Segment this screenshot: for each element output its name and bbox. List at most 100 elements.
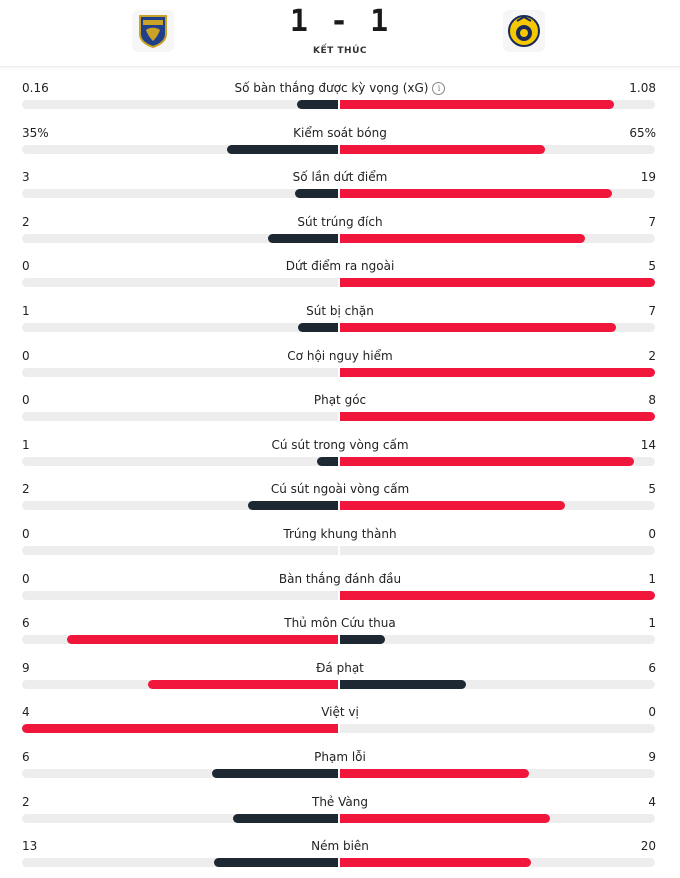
stat-label: Đá phạt	[140, 661, 540, 675]
stat-row: 1 Sút bị chặn 7	[0, 296, 680, 341]
stat-away-track	[340, 412, 655, 422]
stat-away-value: 0	[648, 526, 656, 541]
stat-away-track	[340, 545, 655, 555]
stat-label-text: Bàn thắng đánh đầu	[278, 571, 402, 586]
stat-away-bar	[340, 858, 531, 868]
stat-label: Cú sút ngoài vòng cấm	[140, 482, 540, 496]
stat-away-bar	[340, 501, 565, 511]
stat-away-bar	[340, 813, 550, 823]
stat-home-value: 2	[22, 482, 30, 497]
stat-home-track	[22, 144, 338, 154]
stat-home-track	[22, 768, 338, 778]
stat-away-bar	[340, 367, 655, 377]
stat-away-bar	[340, 456, 634, 466]
stat-away-value: 14	[640, 437, 656, 452]
away-team-logo[interactable]	[503, 10, 545, 52]
home-team-logo[interactable]	[132, 10, 174, 52]
stat-away-track	[340, 679, 655, 689]
stat-home-track	[22, 501, 338, 511]
stat-label: Số bàn thắng được kỳ vọng (xG) i	[140, 81, 540, 95]
stat-away-track	[340, 100, 655, 109]
stat-home-value: 3	[22, 170, 30, 185]
stat-label-text: Phạm lỗi	[314, 749, 366, 764]
stat-label: Sút bị chặn	[140, 304, 540, 318]
stat-home-bar	[298, 322, 338, 332]
stat-home-bar	[248, 501, 338, 511]
match-status: KẾT THÚC	[313, 46, 367, 56]
stat-row: 0.16 Số bàn thắng được kỳ vọng (xG) i 1.08	[0, 73, 680, 118]
stat-label: Ném biên	[140, 839, 540, 853]
stat-away-value: 5	[648, 259, 656, 274]
stat-home-track	[22, 233, 338, 243]
stat-label-text: Sút bị chặn	[306, 303, 374, 318]
stat-row: 0 Phạt góc 8	[0, 385, 680, 430]
stat-away-value: 0	[648, 705, 656, 720]
stat-away-bar	[340, 590, 655, 600]
stat-home-bar	[268, 233, 338, 243]
stat-away-track	[340, 456, 655, 466]
stat-label: Sút trúng đích	[140, 215, 540, 229]
stat-home-value: 9	[22, 660, 30, 675]
stat-home-track	[22, 189, 338, 199]
stat-away-value: 8	[648, 393, 656, 408]
stat-label-text: Cơ hội nguy hiểm	[287, 348, 393, 363]
stat-away-bar	[340, 635, 385, 645]
stat-home-value: 1	[22, 437, 30, 452]
stat-home-bar	[295, 189, 338, 199]
stat-away-value: 65%	[629, 125, 656, 140]
stat-away-bar	[340, 189, 612, 199]
stat-row: 0 Dứt điểm ra ngoài 5	[0, 251, 680, 296]
stat-away-value: 19	[640, 170, 656, 185]
stat-away-track	[340, 813, 655, 823]
stat-away-track	[340, 233, 655, 243]
stat-row: 2 Cú sút ngoài vòng cấm 5	[0, 474, 680, 519]
stat-label-text: Thẻ Vàng	[312, 794, 368, 809]
stat-away-track	[340, 278, 655, 288]
stat-home-value: 13	[22, 839, 38, 854]
info-icon[interactable]: i	[432, 82, 446, 95]
stat-home-value: 6	[22, 749, 30, 764]
stat-away-value: 5	[648, 482, 656, 497]
stat-away-track	[340, 635, 655, 645]
stat-row: 3 Số lần dứt điểm 19	[0, 162, 680, 207]
stat-label: Thủ môn Cứu thua	[140, 616, 540, 630]
stat-label-text: Đá phạt	[316, 660, 364, 675]
stat-away-value: 1.08	[629, 81, 656, 95]
stat-label-text: Số lần dứt điểm	[292, 170, 388, 185]
stat-home-track	[22, 412, 338, 422]
stat-home-track	[22, 100, 338, 109]
stat-home-value: 6	[22, 616, 30, 631]
stat-home-track	[22, 724, 338, 734]
stat-home-track	[22, 679, 338, 689]
stat-away-value: 1	[648, 616, 656, 631]
stat-label-text: Số bàn thắng được kỳ vọng (xG)	[234, 81, 429, 95]
stat-row: 6 Phạm lỗi 9	[0, 742, 680, 787]
stat-home-track	[22, 813, 338, 823]
stat-away-track	[340, 858, 655, 868]
stat-home-bar	[297, 100, 338, 109]
stat-label: Dứt điểm ra ngoài	[140, 259, 540, 273]
stat-home-value: 0.16	[22, 81, 49, 95]
stat-away-value: 1	[648, 571, 656, 586]
stat-home-value: 0	[22, 259, 30, 274]
stat-home-track	[22, 322, 338, 332]
stat-row: 0 Bàn thắng đánh đầu 1	[0, 564, 680, 609]
match-score: 1 - 1	[289, 4, 391, 39]
stat-away-track	[340, 724, 655, 734]
stat-home-track	[22, 590, 338, 600]
stat-label: Việt vị	[140, 705, 540, 719]
stat-home-bar	[212, 768, 338, 778]
stat-home-bar	[148, 679, 338, 689]
stat-row: 1 Cú sút trong vòng cấm 14	[0, 430, 680, 475]
stat-home-value: 0	[22, 393, 30, 408]
stat-home-value: 0	[22, 526, 30, 541]
stat-home-bar	[67, 635, 338, 645]
stat-label: Cú sút trong vòng cấm	[140, 438, 540, 452]
stat-row: 13 Ném biên 20	[0, 831, 680, 876]
stat-label: Cơ hội nguy hiểm	[140, 349, 540, 363]
stat-label-text: Trúng khung thành	[283, 526, 397, 541]
stat-label-text: Kiểm soát bóng	[293, 125, 387, 140]
stat-label-text: Cú sút ngoài vòng cấm	[270, 482, 410, 497]
stat-label: Thẻ Vàng	[140, 795, 540, 809]
stat-away-track	[340, 322, 655, 332]
